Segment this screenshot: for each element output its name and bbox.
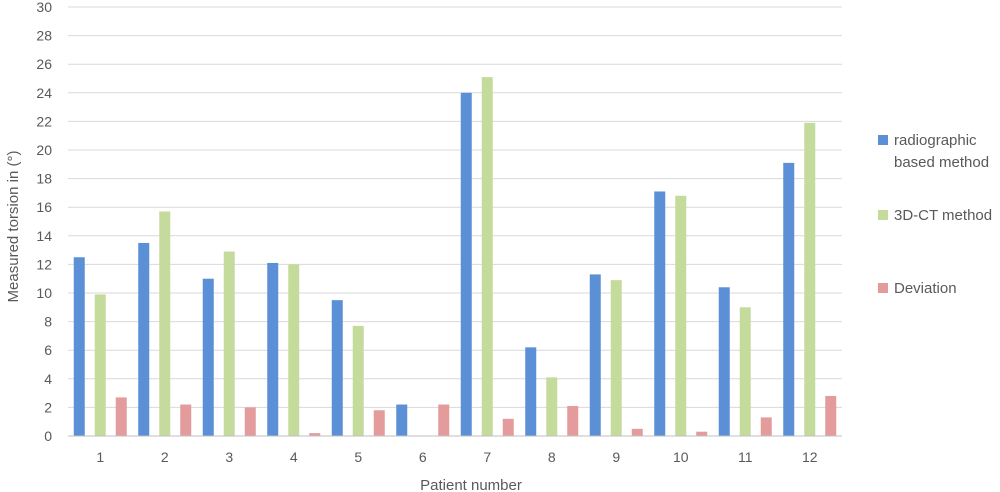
legend-label: Deviation — [894, 280, 957, 297]
x-tick-label: 8 — [548, 449, 556, 465]
legend-swatch — [878, 135, 888, 145]
y-tick-label: 28 — [36, 28, 52, 44]
bar-3d-ct-method-12 — [804, 122, 816, 436]
bar-3d-ct-method-5 — [352, 325, 364, 436]
bar-3d-ct-method-10 — [675, 195, 687, 436]
y-tick-label: 22 — [36, 113, 52, 129]
legend: radiographic based method 3D-CT method Devi… — [878, 132, 992, 297]
y-tick-label: 0 — [44, 428, 52, 444]
x-tick-label: 12 — [802, 449, 818, 465]
legend-label: 3D-CT method — [894, 207, 992, 224]
bar-3d-ct-method-9 — [610, 280, 622, 436]
y-axis-title: Measured torsion in (°) — [5, 151, 22, 303]
legend-label: radiographic — [894, 132, 977, 149]
x-axis-ticks: 1 2 3 4 5 6 7 8 9 10 11 12 — [96, 449, 817, 465]
bar-deviation-4 — [309, 433, 321, 436]
bar-3d-ct-method-2 — [159, 211, 171, 436]
bar-deviation-9 — [631, 428, 643, 436]
y-tick-label: 18 — [36, 171, 52, 187]
bar-radiographic-based-method-2 — [138, 242, 150, 436]
bar-3d-ct-method-8 — [546, 377, 558, 436]
bar-deviation-10 — [696, 431, 708, 436]
bar-radiographic-based-method-4 — [267, 262, 279, 436]
bar-3d-ct-method-3 — [223, 251, 235, 436]
x-tick-label: 4 — [290, 449, 298, 465]
y-tick-label: 20 — [36, 142, 52, 158]
x-tick-label: 2 — [161, 449, 169, 465]
y-tick-label: 4 — [44, 371, 52, 387]
bar-deviation-8 — [567, 405, 579, 436]
bar-deviation-1 — [115, 397, 127, 436]
bar-3d-ct-method-7 — [481, 77, 493, 436]
bar-radiographic-based-method-7 — [460, 92, 472, 437]
bar-radiographic-based-method-11 — [718, 287, 730, 436]
bar-3d-ct-method-11 — [739, 307, 751, 436]
bar-deviation-7 — [502, 418, 514, 436]
legend-label: based method — [894, 154, 989, 171]
legend-swatch — [878, 210, 888, 220]
bar-radiographic-based-method-10 — [654, 191, 666, 436]
bar-radiographic-based-method-3 — [202, 278, 214, 436]
gridlines — [68, 6, 842, 408]
bar-deviation-2 — [180, 404, 192, 436]
bar-deviation-3 — [244, 407, 256, 436]
x-tick-label: 10 — [673, 449, 689, 465]
bar-deviation-12 — [825, 395, 837, 436]
y-tick-label: 24 — [36, 85, 52, 101]
x-tick-label: 7 — [483, 449, 491, 465]
bar-radiographic-based-method-8 — [525, 347, 537, 436]
y-tick-label: 14 — [36, 228, 52, 244]
bar-radiographic-based-method-1 — [73, 257, 85, 436]
x-tick-label: 1 — [96, 449, 104, 465]
legend-swatch — [878, 283, 888, 293]
y-tick-label: 30 — [36, 0, 52, 15]
x-tick-label: 5 — [354, 449, 362, 465]
y-tick-label: 12 — [36, 256, 52, 272]
x-tick-label: 3 — [225, 449, 233, 465]
x-tick-label: 11 — [738, 449, 753, 465]
y-tick-label: 2 — [44, 399, 52, 415]
y-tick-label: 10 — [36, 285, 52, 301]
bar-3d-ct-method-1 — [94, 294, 106, 436]
bar-radiographic-based-method-5 — [331, 300, 343, 436]
bar-radiographic-based-method-9 — [589, 274, 601, 436]
bar-deviation-5 — [373, 410, 385, 436]
x-axis-title: Patient number — [420, 477, 522, 492]
bar-radiographic-based-method-12 — [783, 162, 795, 436]
y-tick-label: 8 — [44, 314, 52, 330]
y-tick-label: 16 — [36, 199, 52, 215]
bars — [73, 77, 837, 437]
bar-radiographic-based-method-6 — [396, 404, 408, 436]
y-tick-label: 26 — [36, 56, 52, 72]
bar-deviation-11 — [760, 417, 772, 436]
x-tick-label: 6 — [419, 449, 427, 465]
bar-deviation-6 — [438, 404, 450, 436]
x-tick-label: 9 — [612, 449, 620, 465]
bar-3d-ct-method-4 — [288, 264, 300, 436]
y-tick-label: 6 — [44, 342, 52, 358]
